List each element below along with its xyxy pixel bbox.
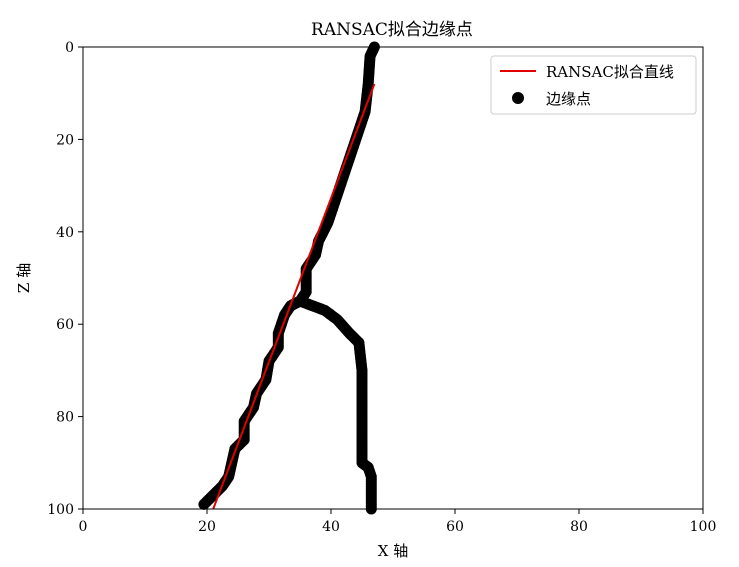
y-axis: 0 20 40 60 80 100	[47, 40, 83, 518]
x-axis-label: X 轴	[378, 542, 408, 560]
x-tick-label-80: 80	[570, 519, 588, 535]
scatter-point-216	[198, 498, 210, 510]
ransac-fit-line	[212, 83, 376, 510]
y-tick-label-60: 60	[56, 317, 74, 333]
x-tick-label-20: 20	[198, 519, 216, 535]
plot-frame	[82, 46, 704, 510]
y-tick-label-40: 40	[56, 225, 74, 241]
legend-box	[490, 55, 697, 115]
y-tick-label-80: 80	[56, 410, 74, 426]
legend-line-label: RANSAC拟合直线	[546, 63, 674, 81]
legend-marker-swatch	[512, 92, 524, 104]
legend-marker-label: 边缘点	[546, 90, 591, 108]
x-axis: 0 20 40 60 80 100	[79, 509, 717, 535]
x-tick-label-0: 0	[79, 519, 88, 535]
x-tick-label-60: 60	[446, 519, 464, 535]
y-tick-label-100: 100	[47, 502, 74, 518]
y-tick-label-20: 20	[56, 132, 74, 148]
plot-content	[198, 41, 380, 515]
y-axis-label: Z 轴	[15, 263, 33, 293]
chart-title: RANSAC拟合边缘点	[311, 20, 473, 40]
legend: RANSAC拟合直线 边缘点	[490, 55, 697, 115]
x-tick-label-100: 100	[690, 519, 717, 535]
x-tick-label-40: 40	[322, 519, 340, 535]
y-tick-label-0: 0	[65, 40, 74, 56]
